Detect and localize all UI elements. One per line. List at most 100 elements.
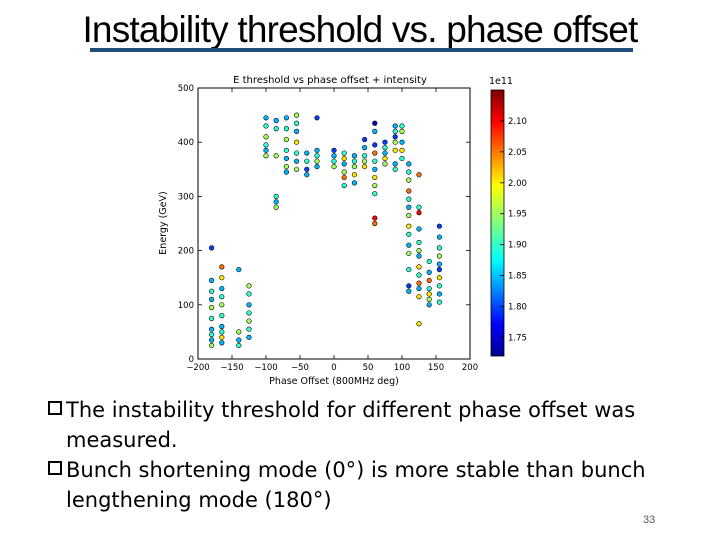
data-point	[416, 172, 422, 178]
data-point	[219, 294, 225, 300]
data-point	[392, 166, 398, 172]
data-point	[273, 117, 279, 124]
data-point	[283, 115, 289, 121]
x-tick-label: 0	[331, 363, 336, 373]
data-point	[372, 182, 378, 189]
data-point	[273, 204, 279, 210]
data-point	[314, 163, 320, 170]
data-point	[426, 291, 432, 297]
data-point	[382, 139, 388, 145]
data-point	[372, 128, 378, 134]
data-point	[416, 253, 422, 259]
data-point	[314, 158, 320, 164]
data-point	[372, 215, 378, 221]
bullet-text: Bunch shortening mode (0°) is more stabl…	[66, 458, 646, 512]
data-point	[406, 177, 412, 183]
data-point	[246, 310, 252, 316]
data-point	[208, 342, 215, 349]
y-tick-label: 200	[178, 247, 194, 257]
bullet-item: The instability threshold for different …	[48, 395, 698, 455]
bullet-item: Bunch shortening mode (0°) is more stabl…	[48, 455, 698, 515]
data-point	[416, 272, 422, 278]
data-point	[304, 158, 310, 164]
data-point	[314, 115, 320, 121]
data-point	[208, 277, 215, 284]
colorbar-tick-label: 1.85	[508, 272, 527, 282]
data-point	[426, 296, 432, 302]
x-axis-ticks: −200 −150 −100 −50 0 50 100 150 200	[186, 88, 478, 373]
data-point	[406, 250, 412, 256]
colorbar-tick-label: 1.80	[508, 303, 527, 313]
data-point	[351, 158, 357, 164]
data-point	[219, 275, 225, 281]
data-point	[392, 147, 398, 153]
data-point	[436, 266, 443, 273]
data-point	[406, 212, 412, 218]
data-point	[426, 269, 432, 275]
data-point	[341, 155, 347, 162]
data-point	[246, 318, 252, 324]
data-point	[426, 302, 432, 308]
x-tick-label: −150	[220, 363, 243, 373]
data-point	[294, 112, 300, 118]
data-point	[406, 242, 412, 248]
data-point	[436, 234, 443, 240]
data-point	[392, 134, 398, 140]
y-tick-label: 0	[189, 355, 194, 365]
data-point	[294, 150, 300, 156]
data-point	[341, 182, 347, 189]
data-point	[372, 166, 378, 172]
data-point	[219, 323, 225, 330]
y-tick-label: 400	[178, 138, 194, 148]
data-point	[416, 210, 422, 216]
data-point	[341, 161, 347, 167]
colorbar-tick-label: 2.10	[508, 117, 527, 127]
data-point	[399, 128, 405, 134]
data-point	[294, 120, 300, 126]
data-point	[436, 299, 443, 305]
data-point	[331, 163, 337, 170]
data-point	[236, 337, 242, 343]
data-point	[341, 169, 347, 175]
data-point	[416, 204, 422, 210]
data-point	[314, 147, 320, 153]
data-point	[304, 172, 310, 178]
data-point	[362, 153, 368, 159]
data-point	[382, 155, 388, 162]
data-point	[372, 191, 378, 197]
data-point	[362, 145, 368, 151]
data-point	[283, 169, 289, 175]
data-point	[399, 123, 405, 129]
data-point	[426, 285, 432, 292]
data-point	[436, 253, 443, 259]
x-axis-label: Phase Offset (800MHz deg)	[269, 376, 399, 387]
data-point	[283, 155, 289, 162]
data-point	[392, 128, 398, 134]
bullet-text: The instability threshold for different …	[66, 398, 636, 452]
data-point	[392, 139, 398, 145]
colorbar-tick-label: 1.95	[508, 210, 527, 220]
y-tick-label: 100	[178, 301, 194, 311]
data-point	[263, 123, 269, 129]
colorbar-scale-label: 1e11	[489, 76, 513, 87]
data-point	[263, 142, 269, 148]
data-points	[208, 112, 443, 349]
data-point	[283, 163, 289, 170]
data-point	[273, 153, 279, 159]
data-point	[406, 266, 412, 273]
data-point	[372, 150, 378, 156]
x-tick-label: −50	[291, 363, 309, 373]
colorbar-ticks: 1.75 1.80 1.85 1.90 1.95 2.00 2.05 2.10	[500, 117, 527, 343]
data-point	[406, 161, 412, 167]
data-point	[382, 161, 388, 167]
data-point	[219, 334, 225, 340]
data-point	[416, 264, 422, 270]
data-point	[436, 275, 443, 281]
data-point	[294, 158, 300, 164]
data-point	[331, 153, 337, 159]
data-point	[263, 115, 269, 121]
scatter-chart: E threshold vs phase offset + intensity …	[158, 75, 527, 387]
data-point	[273, 126, 279, 132]
data-point	[351, 153, 357, 159]
data-point	[372, 174, 378, 181]
